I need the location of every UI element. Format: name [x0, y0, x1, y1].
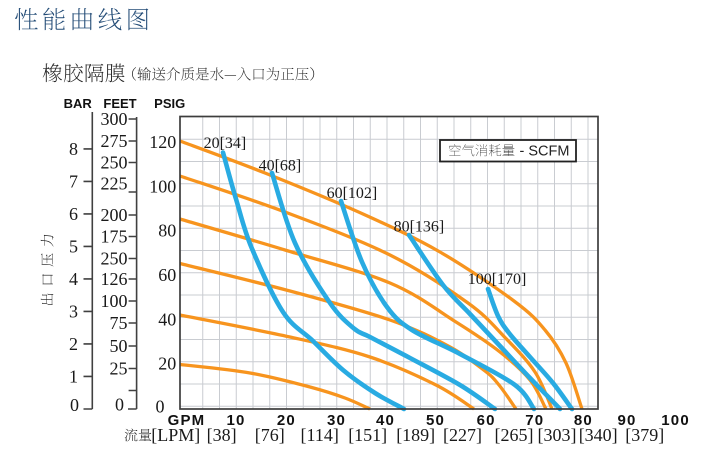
svg-text:80[136]: 80[136]	[394, 219, 445, 236]
svg-text:100[170]: 100[170]	[468, 271, 527, 288]
svg-text:0: 0	[156, 397, 165, 417]
svg-text:1: 1	[69, 367, 78, 387]
svg-text:2: 2	[69, 334, 78, 354]
svg-text:4: 4	[69, 269, 78, 289]
svg-text:8: 8	[69, 139, 78, 159]
svg-text:50: 50	[110, 336, 128, 356]
svg-text:25: 25	[110, 359, 128, 379]
svg-text:0: 0	[70, 395, 79, 415]
svg-text:60[102]: 60[102]	[327, 185, 378, 202]
svg-text:175: 175	[101, 227, 128, 247]
svg-text:100: 100	[661, 412, 690, 429]
svg-text:[151]: [151]	[348, 425, 387, 445]
svg-text:[265]: [265]	[495, 425, 534, 445]
svg-text:120: 120	[149, 132, 176, 152]
svg-text:20: 20	[277, 412, 296, 429]
svg-text:50: 50	[426, 412, 445, 429]
svg-text:40: 40	[376, 412, 395, 429]
svg-text:5: 5	[69, 237, 78, 257]
svg-text:250: 250	[101, 249, 128, 269]
svg-text:20[34]: 20[34]	[204, 135, 247, 152]
svg-text:200: 200	[101, 205, 128, 225]
svg-text:20: 20	[158, 354, 176, 374]
svg-text:60: 60	[477, 412, 496, 429]
svg-text:[189]: [189]	[396, 425, 435, 445]
svg-text:PSIG: PSIG	[154, 96, 185, 111]
svg-text:275: 275	[101, 131, 128, 151]
svg-text:10: 10	[226, 412, 245, 429]
svg-text:30: 30	[327, 412, 346, 429]
svg-text:GPM: GPM	[168, 412, 206, 429]
svg-text:- SCFM: - SCFM	[520, 144, 570, 160]
svg-text:75: 75	[110, 313, 128, 333]
svg-text:[38]: [38]	[207, 425, 237, 445]
svg-text:60: 60	[158, 265, 176, 285]
svg-text:100: 100	[149, 176, 176, 196]
svg-text:3: 3	[69, 302, 78, 322]
svg-text:6: 6	[69, 204, 78, 224]
svg-text:0: 0	[115, 395, 124, 415]
svg-text:[227]: [227]	[443, 425, 482, 445]
svg-text:70: 70	[525, 412, 544, 429]
svg-text:80: 80	[574, 412, 593, 429]
svg-text:300: 300	[101, 109, 128, 129]
svg-text:225: 225	[101, 174, 128, 194]
svg-text:7: 7	[69, 172, 78, 192]
svg-text:[379]: [379]	[625, 425, 664, 445]
svg-text:126: 126	[101, 269, 128, 289]
svg-text:[LPM]: [LPM]	[151, 425, 200, 445]
svg-text:40: 40	[158, 309, 176, 329]
svg-text:[114]: [114]	[301, 425, 339, 445]
svg-text:BAR: BAR	[64, 96, 93, 111]
svg-text:[340]: [340]	[579, 425, 618, 445]
svg-text:90: 90	[617, 412, 636, 429]
svg-text:80: 80	[158, 221, 176, 241]
svg-text:[303]: [303]	[538, 425, 577, 445]
svg-text:FEET: FEET	[103, 96, 136, 111]
svg-text:250: 250	[101, 153, 128, 173]
svg-text:100: 100	[101, 291, 128, 311]
svg-text:[76]: [76]	[255, 425, 285, 445]
svg-text:40[68]: 40[68]	[259, 158, 302, 175]
